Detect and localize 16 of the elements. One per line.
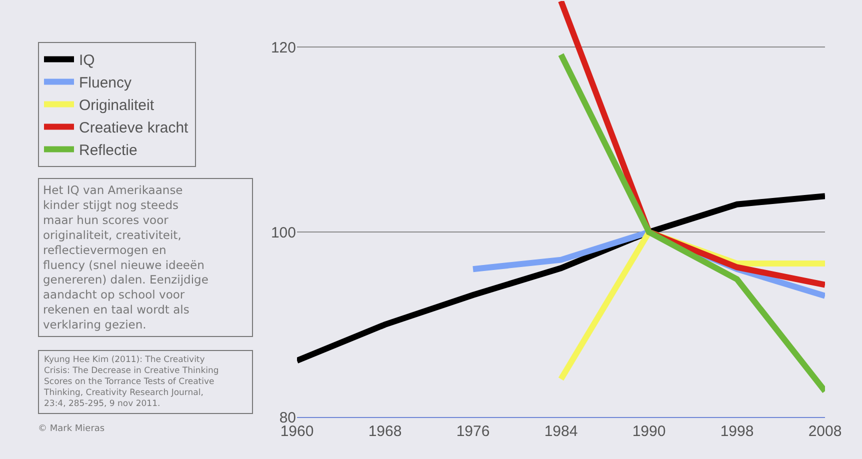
x-tick-label: 1998 <box>720 423 754 440</box>
y-tick-label: 100 <box>270 224 296 242</box>
legend-label: Fluency <box>79 74 132 92</box>
x-tick-label: 1968 <box>368 423 402 440</box>
text: Kyung Hee Kim (2011): The Creativity Crisis: The Decrease in Creative Thinking Scores on the Torrance Tests of Creative Thinking, Creativity Research Journal, 23:4, 285-295, 9 nov 2011. <box>43 355 219 410</box>
text: © Mark Mieras <box>38 424 105 434</box>
legend-label: Creatieve kracht <box>79 120 190 137</box>
legend-label: Originaliteit <box>79 97 155 114</box>
x-tick-label: 1984 <box>544 423 578 440</box>
x-tick-label: 1990 <box>632 423 666 440</box>
legend-label: IQ <box>79 52 95 70</box>
text: Het IQ van Amerikaanse kinder stijgt nog steeds maar hun scores voor originaliteit, creativiteit, reflectievermogen en fluency (snel nieuwe ideeën genereren) dalen. Eenzijdige aandacht op school voor rekenen en taal wordt als verklaring gezien. <box>43 183 208 332</box>
legend-label: Reflectie <box>79 142 138 160</box>
y-tick-label: 120 <box>270 39 296 56</box>
x-tick-label: 2008 <box>808 423 842 440</box>
x-tick-label: 1976 <box>456 423 490 440</box>
